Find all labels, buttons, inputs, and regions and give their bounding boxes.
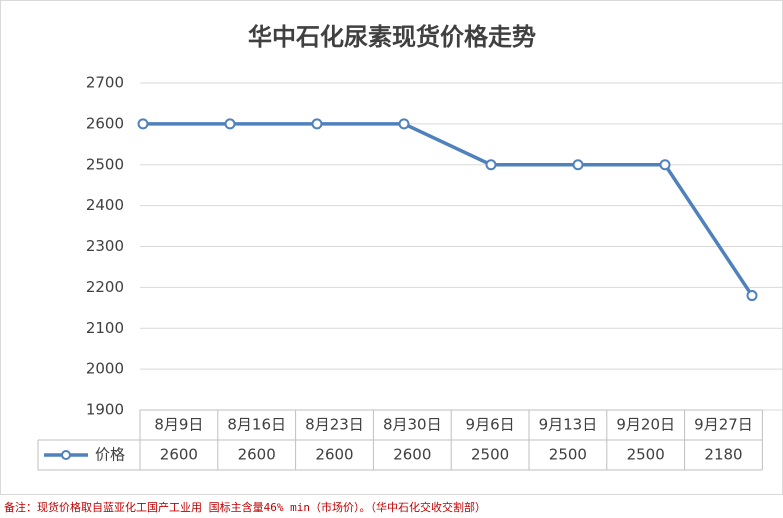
x-tick-label: 8月16日 <box>227 416 286 434</box>
x-tick-label: 9月27日 <box>694 416 753 434</box>
x-tick-label: 8月30日 <box>383 416 442 434</box>
point <box>137 118 149 130</box>
table-value: 2180 <box>704 446 742 464</box>
point <box>311 118 323 130</box>
table-value: 2500 <box>471 446 509 464</box>
x-tick-label: 9月6日 <box>466 416 515 434</box>
table-value: 2600 <box>393 446 431 464</box>
table-value: 2500 <box>627 446 665 464</box>
table-value: 2600 <box>238 446 276 464</box>
table-value: 2600 <box>160 446 198 464</box>
point <box>572 159 584 171</box>
y-tick-label: 2600 <box>86 114 124 132</box>
x-tick-label: 9月20日 <box>616 416 675 434</box>
table-value: 2500 <box>549 446 587 464</box>
y-tick-label: 2000 <box>86 360 124 378</box>
point <box>398 118 410 130</box>
x-tick-label: 9月13日 <box>539 416 598 434</box>
y-tick-label: 2500 <box>86 155 124 173</box>
y-tick-label: 1900 <box>86 401 124 419</box>
y-tick-label: 2400 <box>86 196 124 214</box>
point <box>659 159 671 171</box>
footnote: 备注：现货价格取自蓝亚化工国产工业用 国标主含量46% min（市场价）。（华中… <box>4 500 486 514</box>
y-tick-label: 2300 <box>86 237 124 255</box>
chart-title: 华中石化尿素现货价格走势 <box>248 23 536 51</box>
point <box>485 159 497 171</box>
point <box>224 118 236 130</box>
table-value: 2600 <box>315 446 353 464</box>
line-series <box>143 122 754 297</box>
x-tick-label: 8月23日 <box>305 416 364 434</box>
y-tick-label: 2200 <box>86 278 124 296</box>
legend-label: 价格 <box>95 446 125 464</box>
y-tick-label: 2700 <box>86 74 124 92</box>
y-tick-label: 2100 <box>86 319 124 337</box>
legend-marker <box>61 450 71 460</box>
x-tick-label: 8月9日 <box>154 416 203 434</box>
point <box>746 290 758 302</box>
